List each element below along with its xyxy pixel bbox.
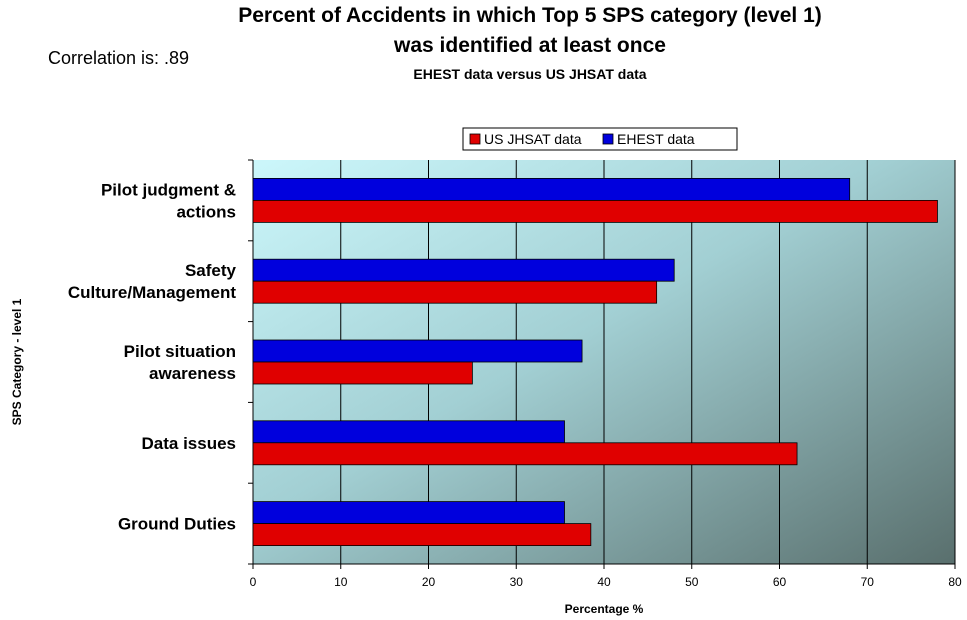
correlation-note: Correlation is: .89 <box>48 48 190 68</box>
x-tick-label: 0 <box>250 575 257 589</box>
x-tick-label: 60 <box>773 575 787 589</box>
y-axis-title: SPS Category - level 1 <box>10 298 24 425</box>
x-tick-label: 20 <box>422 575 436 589</box>
legend-label: US JHSAT data <box>484 131 582 147</box>
bar-us-jhsat <box>252 199 938 223</box>
category-label: Data issues <box>142 434 237 453</box>
x-tick-label: 40 <box>597 575 611 589</box>
bar-ehest <box>252 501 565 525</box>
category-label: Ground Duties <box>118 515 236 534</box>
x-tick-label: 10 <box>334 575 348 589</box>
category-label: Pilot situation <box>124 342 236 361</box>
bar-ehest <box>252 339 583 363</box>
x-tick-label: 70 <box>861 575 875 589</box>
chart-title-line2: was identified at least once <box>394 34 666 57</box>
x-axis-title: Percentage % <box>565 602 644 616</box>
bar-ehest <box>252 258 675 282</box>
x-tick-label: 80 <box>948 575 962 589</box>
legend-swatch <box>469 133 481 145</box>
chart-subtitle: EHEST data versus US JHSAT data <box>413 66 647 82</box>
bar-ehest <box>252 420 565 444</box>
legend-swatch <box>602 133 614 145</box>
category-label: Culture/Management <box>68 283 236 302</box>
category-label: Safety <box>185 261 237 280</box>
category-label: actions <box>176 202 236 221</box>
legend-label: EHEST data <box>617 131 695 147</box>
chart-title-line1: Percent of Accidents in which Top 5 SPS … <box>238 4 822 27</box>
bar-us-jhsat <box>252 280 658 304</box>
x-tick-label: 50 <box>685 575 699 589</box>
category-label: Pilot judgment & <box>101 180 236 199</box>
bar-us-jhsat <box>252 361 473 385</box>
legend-box <box>462 127 738 151</box>
x-tick-label: 30 <box>510 575 524 589</box>
category-label: awareness <box>149 364 236 383</box>
bar-us-jhsat <box>252 523 592 546</box>
bar-ehest <box>252 177 851 201</box>
bar-us-jhsat <box>252 442 798 466</box>
